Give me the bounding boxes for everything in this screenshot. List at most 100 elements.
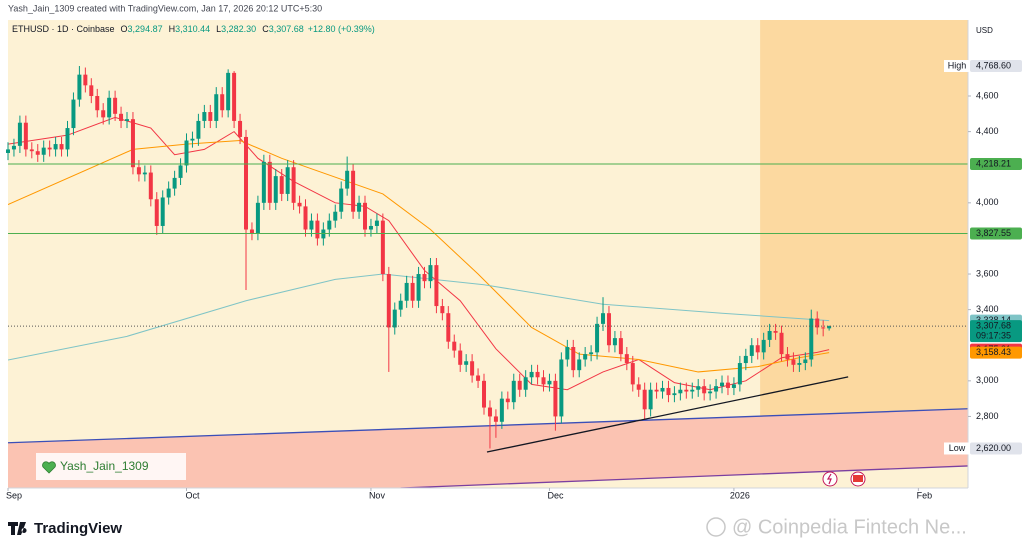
candle-body [601,313,606,324]
time-axis [0,488,968,505]
candle-body [238,120,243,137]
watermark-icon [706,517,726,537]
candle-body [535,371,540,378]
candle-body [351,170,356,212]
candle-body [303,206,308,230]
candle-body [267,161,272,203]
candle-body [154,199,159,226]
candle-body [595,323,600,353]
legend-value: 3,310.44 [175,24,210,34]
price-tag-label: 2,620.00 [976,443,1011,453]
candle-body [255,202,260,234]
legend-key: H [169,24,176,34]
candle-body [11,145,16,150]
candle-body [178,165,183,178]
candle-body [666,387,671,396]
candle-body [196,120,201,139]
x-tick-label: Oct [185,490,200,500]
candle-body [529,371,534,378]
legend-key: L [216,24,221,34]
price-tag [970,227,1022,240]
candle-body [297,202,302,207]
candle-body [398,300,403,310]
candle-body [327,220,332,230]
candle-body [684,389,689,392]
candle-body [214,94,219,121]
candle-body [541,377,546,385]
price-tag-label: 4,218.21 [976,158,1011,168]
candle-body [725,382,730,388]
y-tick-label: 4,400 [976,126,999,136]
candle-body [708,391,713,394]
candle-body [720,382,725,387]
candle-body [339,188,344,212]
trend-line [8,408,968,444]
candle-body [83,74,88,86]
candle-body [672,393,677,396]
candle-body [660,387,665,392]
candle-body [767,330,772,340]
candle-body [279,176,284,194]
candle-body [65,128,70,150]
candle-body [714,386,719,392]
price-tag-note-box [944,59,970,72]
candle-body [190,138,195,141]
candle-body [446,313,451,342]
candle-body [470,361,475,376]
price-axis [968,20,1024,505]
candle-body [630,363,635,385]
candle-body [583,354,588,360]
price-tag [970,320,1022,343]
candle-body [523,377,528,390]
legend: ETHUSD · 1D · Coinbase O3,294.87 H3,310.44… [12,24,375,34]
trend-line [400,465,968,488]
candle-body [333,211,338,221]
candle-body [571,347,576,371]
candle-body [803,359,808,364]
logo-text: TradingView [34,520,122,537]
candle-body [160,197,165,226]
candle-body [458,350,463,365]
candle-body [642,389,647,410]
candle-body [476,375,481,381]
candle-body [232,72,237,121]
price-tag-label: 3,307.68 [976,320,1011,330]
candle-body [89,85,94,97]
candle-body [636,384,641,390]
candle-body [511,380,516,403]
candle-body [315,220,320,239]
candle-body [202,112,207,121]
candle-body [77,74,82,100]
legend-value: 3,307.68 [269,24,304,34]
candle-body [565,347,570,360]
candle-body [249,229,254,234]
watermark: @ Coinpedia Fintech Ne... [732,516,967,538]
candle-body [363,202,368,230]
candle-body [416,274,421,301]
candle-body [428,265,433,282]
legend-value: 3,294.87 [128,24,163,34]
candle-body [654,389,659,392]
author-box [36,453,186,480]
legend-value: 3,282.30 [221,24,256,34]
candle-body [559,359,564,417]
levels [8,163,968,327]
candle-body [791,359,796,365]
candle-body [553,380,558,417]
candle-body [71,99,76,129]
heart-icon [42,461,56,474]
trend-line [486,376,849,453]
candle-body [618,338,623,355]
price-tag-label: 4,768.60 [976,60,1011,70]
candle-body [606,313,611,346]
candle-body [773,330,778,333]
candle-body [345,170,350,189]
price-tag-note-box [944,442,970,455]
candle-body [29,149,34,152]
candle-body [107,97,112,118]
price-tag [970,442,1022,455]
candle-body [499,398,504,422]
candle-body [368,225,373,230]
candle-body [142,172,147,175]
